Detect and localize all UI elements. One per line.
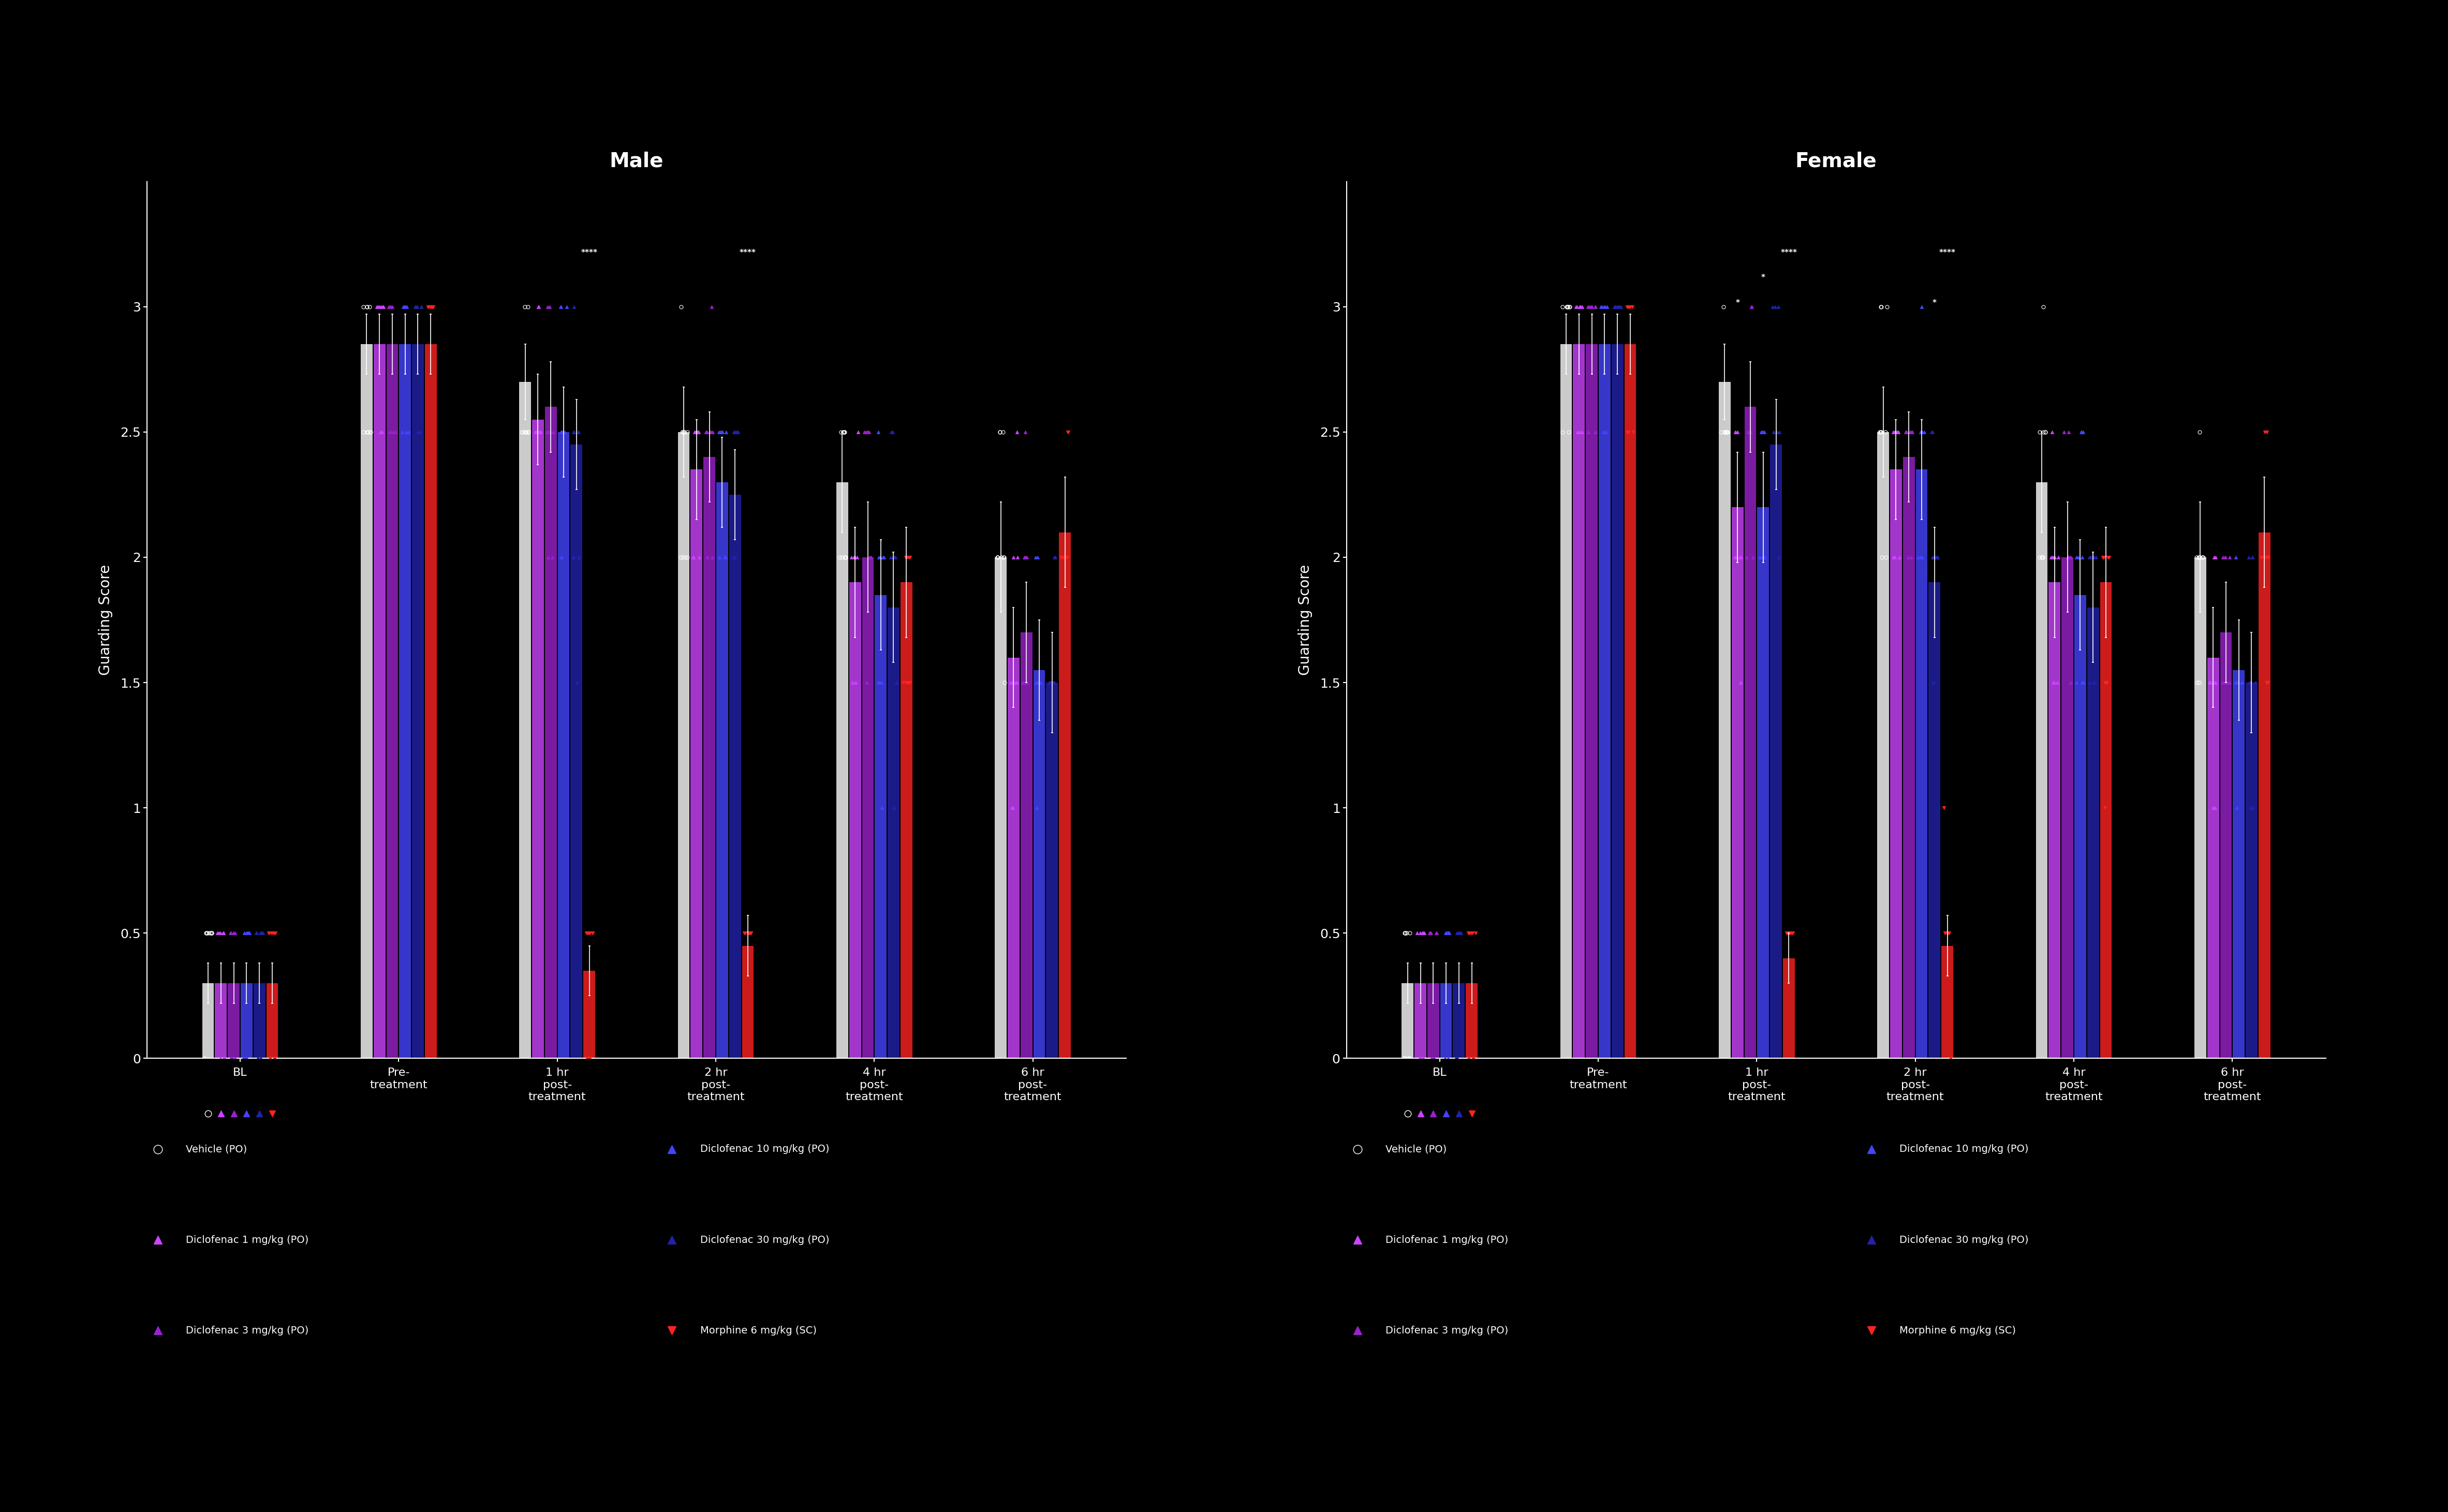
Bar <box>426 345 436 1058</box>
Text: Diclofenac 1 mg/kg (PO): Diclofenac 1 mg/kg (PO) <box>1386 1235 1508 1244</box>
Bar <box>678 432 690 1058</box>
Bar <box>1599 345 1611 1058</box>
Bar <box>2037 482 2047 1058</box>
Bar <box>1758 507 1770 1058</box>
Bar <box>901 582 913 1058</box>
Bar <box>2073 594 2086 1058</box>
Bar <box>1415 983 1427 1058</box>
Bar <box>583 971 595 1058</box>
Bar <box>531 419 543 1058</box>
Bar <box>1427 983 1439 1058</box>
Text: *: * <box>1931 299 1936 307</box>
Bar <box>2245 682 2257 1058</box>
Text: *: * <box>1736 299 1741 307</box>
Bar <box>889 608 898 1058</box>
Bar <box>1466 983 1479 1058</box>
Title: Female: Female <box>1794 151 1878 171</box>
Text: ****: **** <box>739 249 756 257</box>
Bar <box>1021 632 1033 1058</box>
Bar <box>1586 345 1599 1058</box>
Text: ****: **** <box>580 249 597 257</box>
Bar <box>2260 532 2269 1058</box>
Bar <box>1439 983 1452 1058</box>
Bar <box>387 345 399 1058</box>
Bar <box>1718 383 1731 1058</box>
Text: Morphine 6 mg/kg (SC): Morphine 6 mg/kg (SC) <box>700 1326 818 1335</box>
Bar <box>228 983 240 1058</box>
Bar <box>703 457 715 1058</box>
Bar <box>849 582 862 1058</box>
Bar <box>1574 345 1584 1058</box>
Bar <box>240 983 252 1058</box>
Text: Diclofenac 10 mg/kg (PO): Diclofenac 10 mg/kg (PO) <box>1900 1145 2029 1154</box>
Bar <box>1745 407 1755 1058</box>
Bar <box>1454 983 1464 1058</box>
Text: Diclofenac 3 mg/kg (PO): Diclofenac 3 mg/kg (PO) <box>186 1326 308 1335</box>
Bar <box>558 432 570 1058</box>
Bar <box>1902 457 1914 1058</box>
Bar <box>1625 345 1635 1058</box>
Bar <box>1770 445 1782 1058</box>
Y-axis label: Guarding Score: Guarding Score <box>98 564 113 676</box>
Text: Diclofenac 10 mg/kg (PO): Diclofenac 10 mg/kg (PO) <box>700 1145 830 1154</box>
Bar <box>546 407 556 1058</box>
Bar <box>1929 582 1941 1058</box>
Bar <box>2208 658 2218 1058</box>
Bar <box>267 983 279 1058</box>
Bar <box>375 345 384 1058</box>
Bar <box>1890 470 1902 1058</box>
Text: Diclofenac 3 mg/kg (PO): Diclofenac 3 mg/kg (PO) <box>1386 1326 1508 1335</box>
Bar <box>994 558 1006 1058</box>
Bar <box>1403 983 1412 1058</box>
Bar <box>2193 558 2206 1058</box>
Bar <box>215 983 228 1058</box>
Text: Diclofenac 30 mg/kg (PO): Diclofenac 30 mg/kg (PO) <box>1900 1235 2029 1244</box>
Text: Diclofenac 30 mg/kg (PO): Diclofenac 30 mg/kg (PO) <box>700 1235 830 1244</box>
Text: Vehicle (PO): Vehicle (PO) <box>1386 1145 1447 1154</box>
Text: Vehicle (PO): Vehicle (PO) <box>186 1145 247 1154</box>
Bar <box>717 482 727 1058</box>
Bar <box>2220 632 2233 1058</box>
Bar <box>1917 470 1927 1058</box>
Bar <box>411 345 424 1058</box>
Bar <box>570 445 583 1058</box>
Bar <box>399 345 411 1058</box>
Bar <box>2049 582 2061 1058</box>
Bar <box>2088 608 2098 1058</box>
Title: Male: Male <box>610 151 663 171</box>
Bar <box>203 983 213 1058</box>
Bar <box>742 945 754 1058</box>
Bar <box>1878 432 1890 1058</box>
Bar <box>2233 670 2245 1058</box>
Bar <box>1009 658 1018 1058</box>
Text: *: * <box>1760 274 1765 281</box>
Bar <box>862 558 874 1058</box>
Y-axis label: Guarding Score: Guarding Score <box>1297 564 1312 676</box>
Bar <box>690 470 703 1058</box>
Bar <box>1941 945 1954 1058</box>
Text: ****: **** <box>1780 249 1797 257</box>
Text: Morphine 6 mg/kg (SC): Morphine 6 mg/kg (SC) <box>1900 1326 2017 1335</box>
Bar <box>2061 558 2073 1058</box>
Bar <box>837 482 847 1058</box>
Bar <box>874 594 886 1058</box>
Bar <box>1045 682 1058 1058</box>
Bar <box>2100 582 2113 1058</box>
Bar <box>1060 532 1070 1058</box>
Bar <box>360 345 372 1058</box>
Bar <box>1731 507 1743 1058</box>
Bar <box>1611 345 1623 1058</box>
Bar <box>730 494 742 1058</box>
Bar <box>1782 959 1794 1058</box>
Bar <box>1559 345 1572 1058</box>
Text: Diclofenac 1 mg/kg (PO): Diclofenac 1 mg/kg (PO) <box>186 1235 308 1244</box>
Text: ****: **** <box>1939 249 1956 257</box>
Bar <box>519 383 531 1058</box>
Bar <box>255 983 264 1058</box>
Bar <box>1033 670 1045 1058</box>
